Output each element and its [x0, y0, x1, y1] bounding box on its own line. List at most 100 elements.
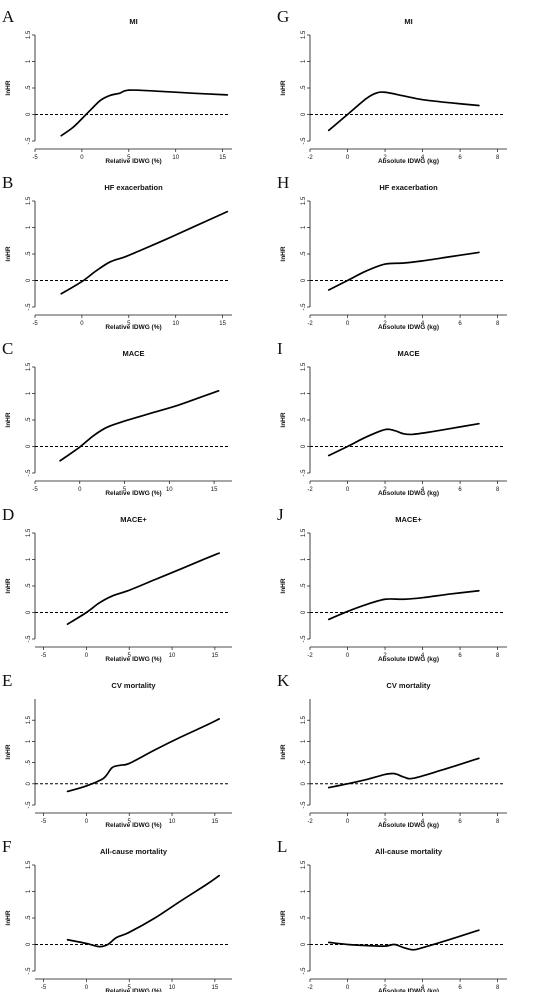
spline-curve [60, 89, 229, 137]
x-tick-label: 6 [458, 819, 462, 825]
x-tick-label: 0 [85, 819, 89, 825]
y-tick-label: 1.5 [26, 528, 32, 537]
x-tick-label: 4 [421, 321, 425, 327]
y-tick-label: -.5 [26, 635, 32, 643]
y-tick-label: 0 [301, 781, 307, 785]
x-tick-label: 5 [127, 321, 131, 327]
y-tick-label: .5 [26, 915, 32, 921]
panel-letter: L [277, 837, 287, 856]
y-tick-label: -.5 [301, 967, 307, 975]
panel-letter: A [2, 7, 15, 26]
y-tick-label: 1.5 [301, 30, 307, 39]
y-tick-label: 1.5 [26, 715, 32, 724]
spline-curve [60, 210, 229, 295]
x-tick-label: 10 [166, 487, 173, 493]
chart-title: All-cause mortality [100, 847, 168, 856]
y-tick-label: .5 [26, 417, 32, 423]
x-axis-label: Relative IDWG (%) [105, 158, 161, 165]
x-tick-label: 4 [421, 819, 425, 825]
spline-curve [327, 91, 480, 132]
spline-curve [327, 757, 480, 789]
x-tick-label: 8 [496, 985, 500, 991]
y-tick-label: 1 [26, 889, 32, 893]
x-tick-label: 4 [421, 653, 425, 659]
panel-j: J MACE+ -.5 0 .5 1 1.5 lnHR -2 0 2 4 6 8 Absolute IDWG… [277, 505, 507, 663]
y-tick-label: 0 [301, 112, 307, 116]
x-tick-label: 0 [85, 653, 89, 659]
x-tick-label: -2 [307, 155, 313, 161]
y-axis-label: lnHR [280, 246, 287, 261]
y-tick-label: 0 [301, 610, 307, 614]
y-axis-label: lnHR [280, 80, 287, 95]
x-tick-label: 0 [80, 321, 84, 327]
y-axis-label: lnHR [5, 80, 12, 95]
y-tick-label: -.5 [26, 967, 32, 975]
y-tick-label: 0 [26, 112, 32, 116]
x-tick-label: 6 [458, 487, 462, 493]
spline-curve [327, 251, 480, 291]
spline-curve [66, 874, 220, 948]
x-tick-label: 8 [496, 653, 500, 659]
x-tick-label: -2 [307, 653, 313, 659]
y-tick-label: 1.5 [26, 362, 32, 371]
chart-title: MACE+ [120, 515, 147, 524]
x-tick-label: -5 [32, 321, 38, 327]
y-tick-label: 1.5 [301, 715, 307, 724]
panel-letter: J [277, 505, 284, 524]
panel-a: A MI -.5 0 .5 1 1.5 lnHR -5 0 5 10 15 Relative IDWG (… [2, 7, 232, 165]
x-tick-label: -5 [41, 819, 47, 825]
panel-letter: B [2, 173, 13, 192]
x-tick-label: -5 [32, 155, 38, 161]
y-tick-label: .5 [301, 251, 307, 257]
y-axis-label: lnHR [5, 246, 12, 261]
x-tick-label: 0 [346, 653, 350, 659]
spline-curve [66, 552, 220, 626]
y-tick-label: 1.5 [301, 528, 307, 537]
x-tick-label: 2 [383, 653, 387, 659]
x-axis-label: Absolute IDWG (kg) [378, 656, 439, 663]
x-tick-label: -2 [307, 985, 313, 991]
y-tick-label: 1 [301, 889, 307, 893]
chart-title: HF exacerbation [379, 183, 438, 192]
panel-letter: F [2, 837, 11, 856]
y-tick-label: 1.5 [301, 362, 307, 371]
y-tick-label: 0 [26, 942, 32, 946]
x-tick-label: 0 [346, 155, 350, 161]
panel-i: I MACE -.5 0 .5 1 1.5 lnHR -2 0 2 4 6 8 Absolute IDWG … [277, 339, 507, 497]
y-axis-label: lnHR [280, 910, 287, 925]
x-tick-label: 15 [219, 155, 226, 161]
y-tick-label: 1.5 [26, 196, 32, 205]
y-tick-label: -.5 [301, 801, 307, 809]
y-tick-label: 1 [301, 557, 307, 561]
x-tick-label: 2 [383, 155, 387, 161]
y-axis-label: lnHR [280, 578, 287, 593]
x-tick-label: 5 [128, 819, 132, 825]
x-tick-label: 6 [458, 321, 462, 327]
panel-l: L All-cause mortality -.5 0 .5 1 1.5 lnHR -2 0 2 4 6… [277, 837, 507, 992]
chart-title: MACE [397, 349, 419, 358]
spline-curve [327, 422, 480, 457]
x-tick-label: -2 [307, 321, 313, 327]
x-tick-label: 0 [346, 321, 350, 327]
x-tick-label: -5 [32, 487, 38, 493]
y-tick-label: .5 [301, 417, 307, 423]
panel-k: K CV mortality -.5 0 .5 1 1.5 lnHR -2 0 2 4 6 8 Absolu… [277, 671, 507, 829]
x-axis-label: Absolute IDWG (kg) [378, 822, 439, 829]
x-tick-label: 0 [80, 155, 84, 161]
panel-letter: H [277, 173, 289, 192]
x-tick-label: 8 [496, 819, 500, 825]
x-tick-label: -5 [41, 653, 47, 659]
panel-d: D MACE+ -.5 0 .5 1 1.5 lnHR -5 0 5 10 15 Relative IDW… [2, 505, 232, 663]
y-tick-label: .5 [26, 583, 32, 589]
x-tick-label: 2 [383, 321, 387, 327]
y-tick-label: .5 [26, 251, 32, 257]
x-axis-label: Relative IDWG (%) [105, 324, 161, 331]
y-tick-label: -.5 [301, 137, 307, 145]
y-tick-label: .5 [301, 915, 307, 921]
x-tick-label: 2 [383, 819, 387, 825]
y-tick-label: 1.5 [301, 196, 307, 205]
x-tick-label: 10 [172, 155, 179, 161]
y-tick-label: 0 [26, 610, 32, 614]
chart-title: MACE [122, 349, 144, 358]
y-axis-label: lnHR [5, 910, 12, 925]
